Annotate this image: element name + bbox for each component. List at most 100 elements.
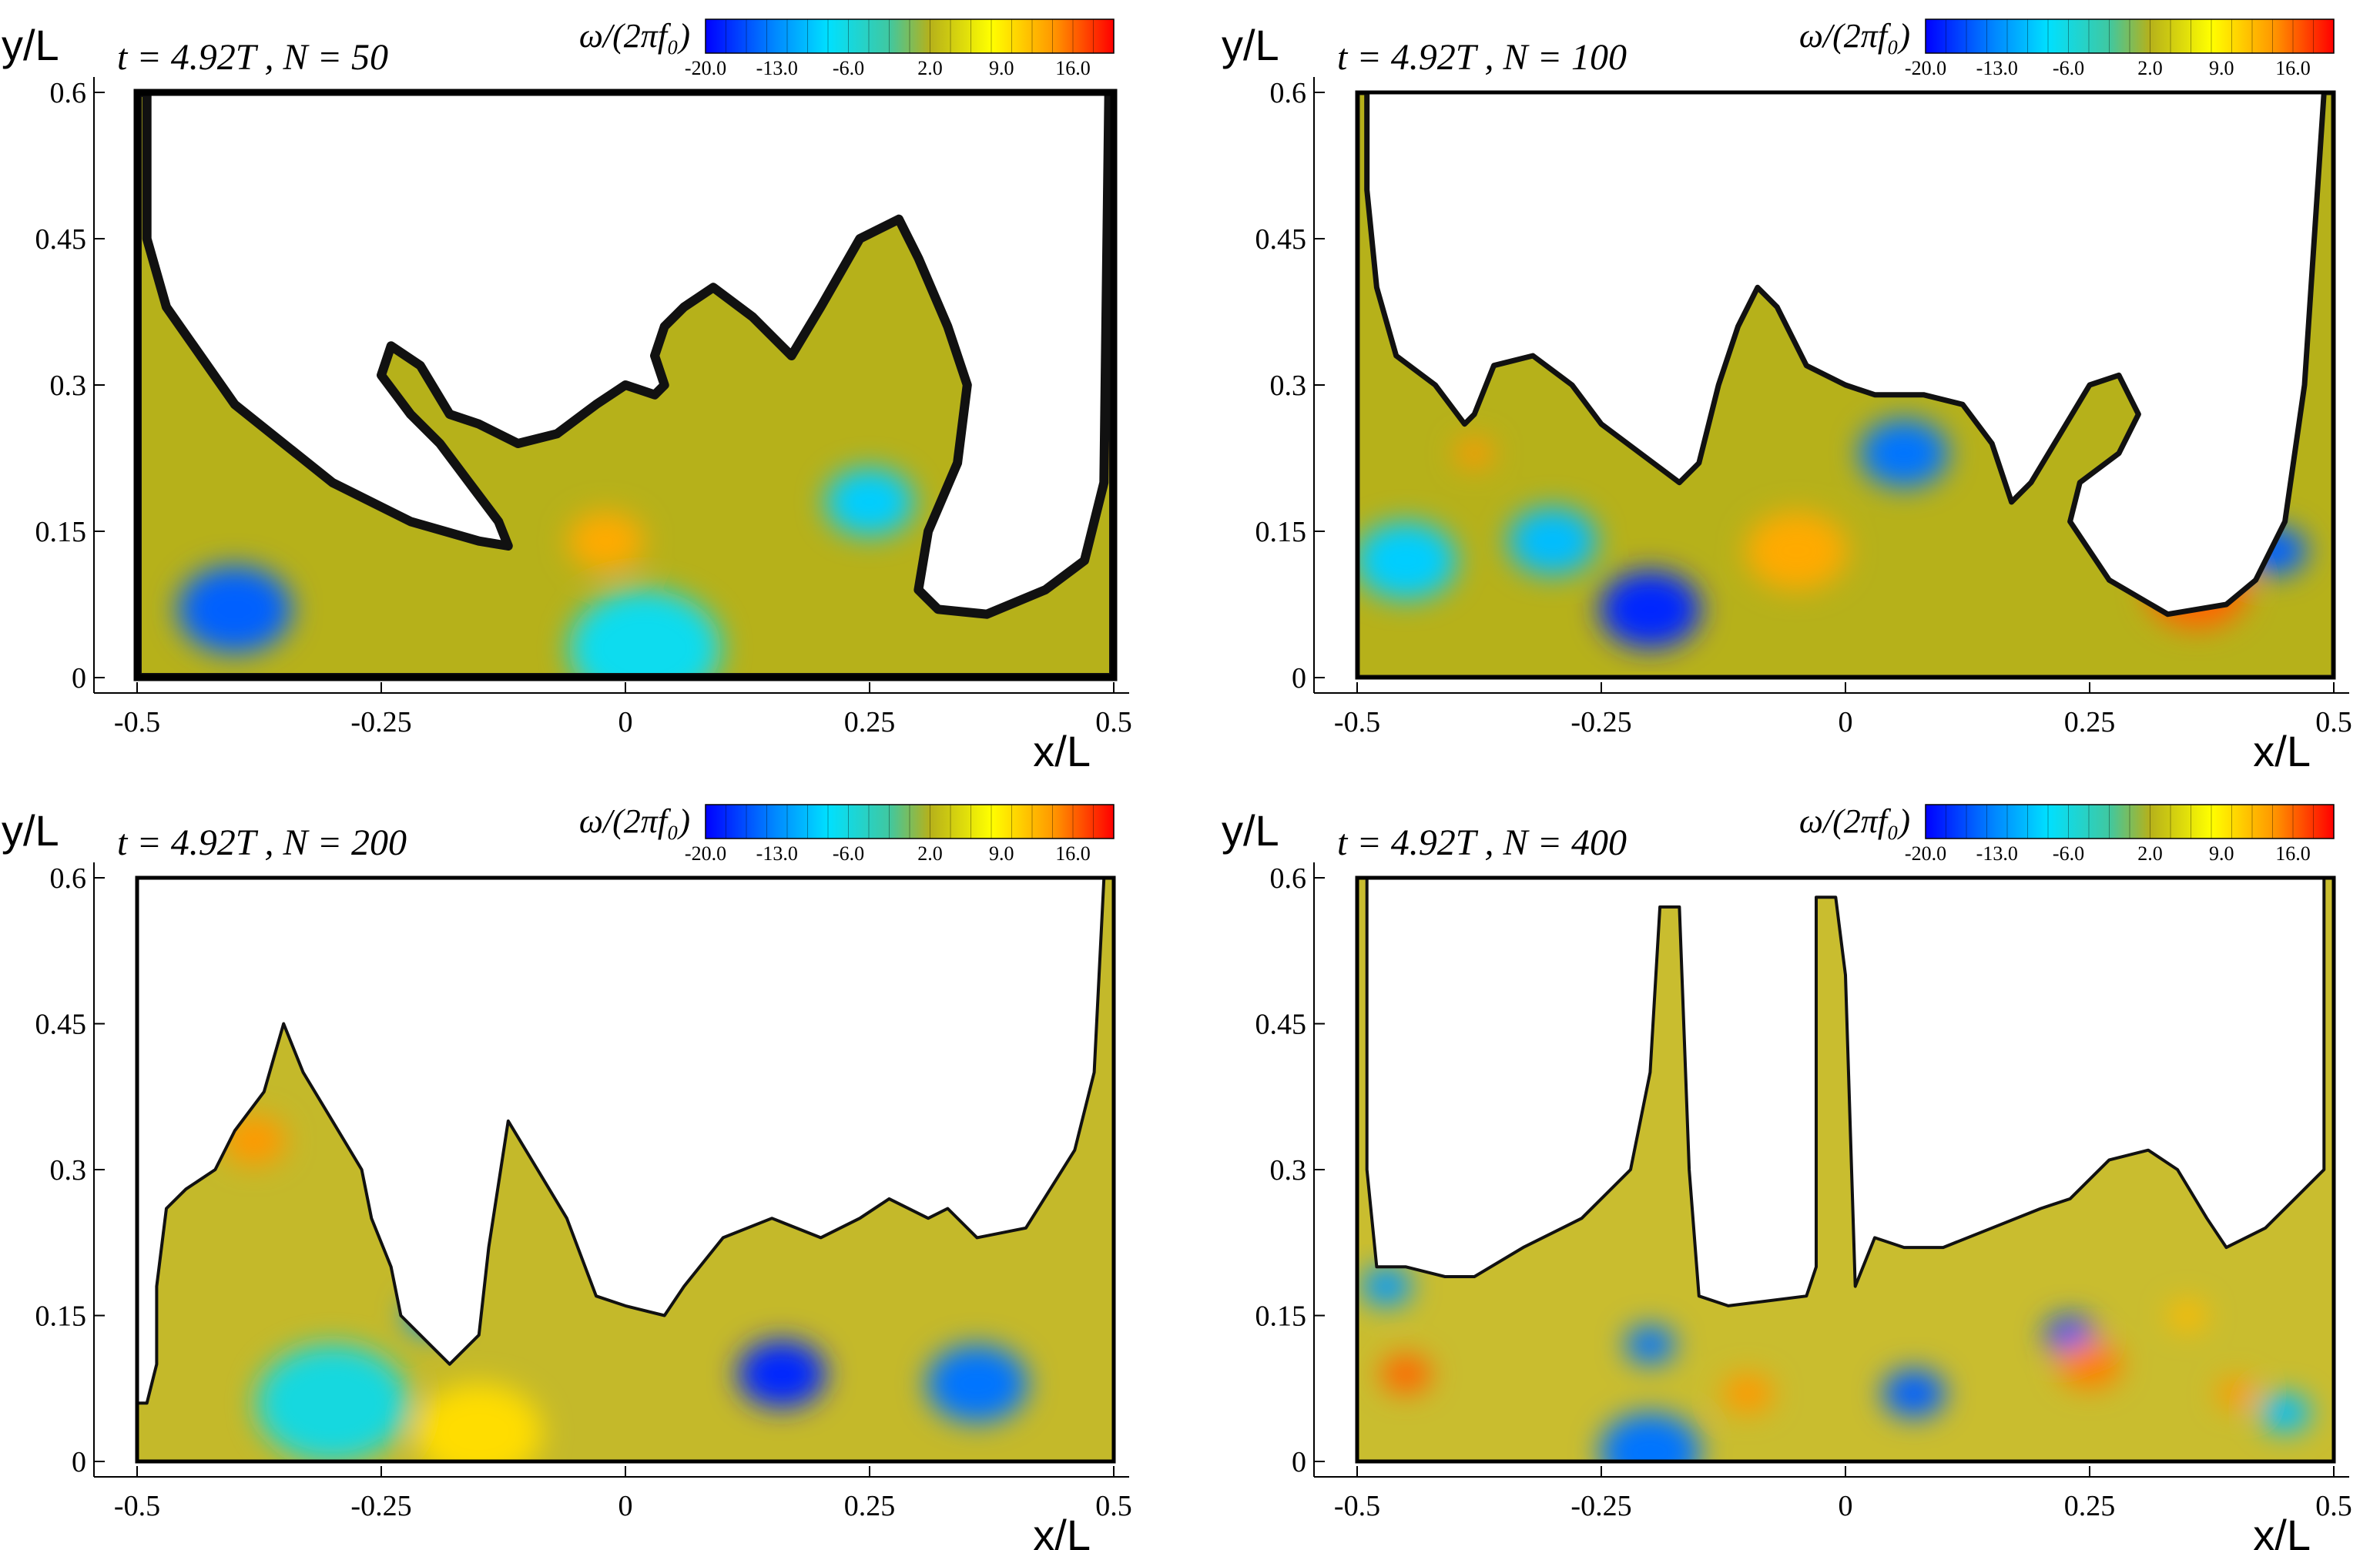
tank-frame: [1355, 875, 2336, 1464]
y-tick-label: 0.6: [1270, 862, 1307, 895]
y-tick-label: 0: [1292, 1446, 1306, 1478]
x-tick-label: -0.5: [1334, 706, 1380, 738]
colorbar-tick: -20.0: [1905, 57, 1946, 79]
y-tick-label: 0.6: [1270, 77, 1307, 109]
y-tick-label: 0.3: [50, 1154, 87, 1187]
fluid-region: [1357, 878, 2334, 1461]
vortex-7: [415, 1383, 543, 1461]
x-tick-label: 0: [618, 1490, 633, 1522]
y-axis-label: y/L: [2, 21, 59, 69]
x-tick-label: -0.5: [114, 706, 160, 738]
panel-2: -0.5 -0.25 0 0.25 0.5 0 0.15 0.3 0.45 0.6 x/L y/L t …: [1222, 17, 2352, 775]
y-tick-label: 0.45: [1255, 223, 1307, 256]
x-tick-label: 0: [1839, 1490, 1853, 1522]
colorbar-tick: -20.0: [685, 57, 726, 79]
vortex-6: [795, 1043, 846, 1083]
colorbar-title: ω/(2πf₀): [579, 802, 690, 840]
x-axis-label: x/L: [2253, 1511, 2311, 1550]
x-axis-label: x/L: [1033, 727, 1091, 775]
panel-title: t = 4.92T , N = 200: [117, 822, 407, 863]
y-tick-label: 0: [72, 1446, 86, 1478]
y-axis-label: y/L: [1222, 806, 1279, 855]
vortex-7: [1357, 521, 1457, 600]
colorbar-tick: 2.0: [2137, 842, 2163, 865]
tank-frame: [135, 875, 1116, 1464]
x-tick-label: 0: [1839, 706, 1853, 738]
y-tick-label: 0.15: [1255, 1301, 1307, 1333]
free-surface: [137, 878, 1114, 1461]
y-tick-label: 0.15: [1255, 516, 1307, 548]
free-surface: [137, 92, 1114, 678]
colorbar-tick: 2.0: [917, 57, 943, 79]
vortex-6: [2057, 1339, 2122, 1389]
colorbar-tick: -13.0: [1976, 842, 2018, 865]
vortex-1: [1599, 570, 1701, 649]
vortex-2: [1624, 1325, 1676, 1364]
colorbar-title: ω/(2πf₀): [1799, 17, 1910, 55]
x-tick-label: 0.5: [1095, 1490, 1132, 1522]
x-tick-label: -0.25: [350, 1490, 411, 1522]
fluid-region: [137, 878, 1114, 1461]
colorbar-tick: -20.0: [685, 842, 726, 865]
colorbar-tick: -13.0: [1976, 57, 2018, 79]
x-tick-label: -0.5: [1334, 1490, 1380, 1522]
panel-title: t = 4.92T , N = 100: [1337, 37, 1627, 78]
x-tick-label: 0.25: [844, 706, 896, 738]
colorbar-tick: 2.0: [917, 842, 943, 865]
colorbar-tick: 9.0: [989, 57, 1014, 79]
vortex-2: [568, 511, 645, 571]
vortex-3: [1722, 1374, 1774, 1413]
vortex-5: [256, 1344, 409, 1461]
vortex-4: [1859, 419, 1949, 488]
vortex-1: [737, 1339, 826, 1408]
vortex-4: [1882, 1368, 1946, 1418]
vortex-3: [222, 1116, 287, 1165]
colorbar-tick: 16.0: [1055, 842, 1091, 865]
tank-frame: [133, 89, 1118, 681]
y-tick-label: 0.45: [1255, 1009, 1307, 1041]
free-surface: [1357, 878, 2334, 1461]
y-tick-label: 0.3: [50, 370, 87, 402]
x-tick-label: -0.5: [114, 1490, 160, 1522]
vortex-1: [177, 565, 292, 654]
colorbar-tick: -6.0: [2053, 57, 2084, 79]
vortex-8: [2217, 1378, 2255, 1408]
x-tick-label: 0.5: [2315, 706, 2352, 738]
x-axis-label: x/L: [2253, 727, 2311, 775]
vortex-3: [1745, 511, 1848, 591]
colorbar: ω/(2πf₀)-20.0 -13.0 -6.0 2.0 9.0 16.0: [1799, 802, 2335, 865]
y-tick-label: 0.3: [1270, 370, 1307, 402]
y-tick-label: 0.6: [50, 862, 87, 895]
y-tick-label: 0.6: [50, 77, 87, 109]
colorbar-title: ω/(2πf₀): [1799, 802, 1910, 840]
colorbar-tick: -13.0: [756, 57, 798, 79]
panel-3: -0.5 -0.25 0 0.25 0.5 0 0.15 0.3 0.45 0.6 x/L y/L t …: [2, 802, 1132, 1550]
x-tick-label: -0.25: [1570, 1490, 1631, 1522]
x-axis-label: x/L: [1033, 1511, 1091, 1550]
colorbar-title: ω/(2πf₀): [579, 17, 690, 55]
colorbar: ω/(2πf₀)-20.0 -13.0 -6.0 2.0 9.0 16.0: [579, 17, 1115, 79]
x-tick-label: 0: [618, 706, 633, 738]
vortex-4: [568, 589, 722, 678]
y-tick-label: 0: [1292, 662, 1306, 695]
vortex-9: [1361, 1267, 1413, 1306]
colorbar-tick: 16.0: [1055, 57, 1091, 79]
x-tick-label: 0.25: [844, 1490, 896, 1522]
panel-1: -0.5 -0.25 0 0.25 0.5 0 0.15 0.3 0.45 0.6 x/L y/L t …: [2, 17, 1132, 775]
y-tick-label: 0.15: [35, 1301, 87, 1333]
colorbar-tick: -13.0: [756, 842, 798, 865]
colorbar: ω/(2πf₀)-20.0 -13.0 -6.0 2.0 9.0 16.0: [1799, 17, 2335, 79]
colorbar-tick: -6.0: [833, 842, 864, 865]
vortex-3: [825, 467, 914, 537]
free-surface: [1357, 92, 2334, 678]
vortex-4: [404, 1296, 456, 1335]
colorbar-tick: -20.0: [1905, 842, 1946, 865]
y-tick-label: 0.45: [35, 1009, 87, 1041]
vortex-2: [926, 1344, 1028, 1423]
colorbar-tick: 16.0: [2275, 842, 2311, 865]
colorbar-tick: 16.0: [2275, 57, 2311, 79]
vortex-5: [2146, 551, 2248, 629]
panel-title: t = 4.92T , N = 50: [117, 37, 388, 78]
colorbar-gradient: [1925, 804, 2335, 839]
y-tick-label: 0.45: [35, 223, 87, 256]
